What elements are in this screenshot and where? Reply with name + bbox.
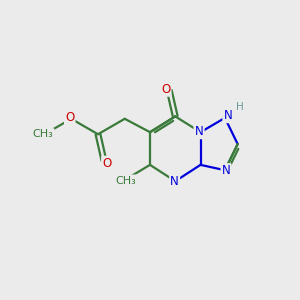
Text: O: O <box>161 82 170 96</box>
Text: O: O <box>102 157 112 170</box>
Text: N: N <box>224 109 232 122</box>
Text: O: O <box>65 111 74 124</box>
Text: N: N <box>195 125 203 138</box>
Text: H: H <box>236 102 244 112</box>
Text: CH₃: CH₃ <box>33 129 53 139</box>
Text: N: N <box>222 164 230 177</box>
Text: CH₃: CH₃ <box>116 176 136 186</box>
Text: N: N <box>170 175 179 188</box>
